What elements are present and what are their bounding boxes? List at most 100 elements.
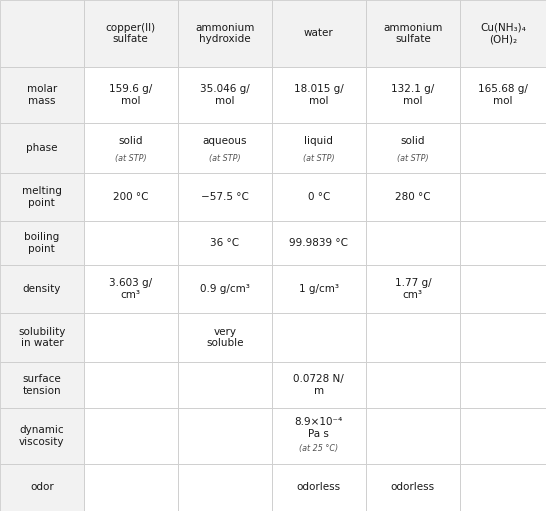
Bar <box>84 408 178 464</box>
Text: surface
tension: surface tension <box>22 374 61 396</box>
Text: (at 25 °C): (at 25 °C) <box>299 444 339 453</box>
Text: 8.9×10⁻⁴
Pa s: 8.9×10⁻⁴ Pa s <box>295 417 343 439</box>
Bar <box>0 464 84 511</box>
Text: 165.68 g/
mol: 165.68 g/ mol <box>478 84 528 106</box>
Bar <box>460 0 546 67</box>
Bar <box>366 265 460 313</box>
Text: odorless: odorless <box>296 482 341 493</box>
Text: 18.015 g/
mol: 18.015 g/ mol <box>294 84 343 106</box>
Text: molar
mass: molar mass <box>27 84 57 106</box>
Text: 1.77 g/
cm³: 1.77 g/ cm³ <box>395 278 431 300</box>
Bar <box>366 0 460 67</box>
Text: (at STP): (at STP) <box>303 154 335 163</box>
Bar <box>272 464 366 511</box>
Text: aqueous: aqueous <box>203 135 247 146</box>
Bar <box>0 408 84 464</box>
Text: water: water <box>304 29 334 38</box>
Bar <box>366 408 460 464</box>
Bar <box>366 67 460 123</box>
Bar <box>178 464 272 511</box>
Bar <box>0 265 84 313</box>
Text: copper(II)
sulfate: copper(II) sulfate <box>106 22 156 44</box>
Bar <box>0 362 84 408</box>
Bar <box>178 408 272 464</box>
Bar <box>84 362 178 408</box>
Text: phase: phase <box>26 143 58 153</box>
Text: 1 g/cm³: 1 g/cm³ <box>299 284 339 294</box>
Text: 0.9 g/cm³: 0.9 g/cm³ <box>200 284 250 294</box>
Bar <box>272 362 366 408</box>
Bar <box>366 313 460 362</box>
Bar <box>178 67 272 123</box>
Text: dynamic
viscosity: dynamic viscosity <box>19 425 64 447</box>
Text: 35.046 g/
mol: 35.046 g/ mol <box>200 84 250 106</box>
Bar <box>366 173 460 221</box>
Text: boiling
point: boiling point <box>24 232 60 254</box>
Bar <box>0 221 84 265</box>
Bar <box>272 265 366 313</box>
Bar <box>84 0 178 67</box>
Bar <box>178 173 272 221</box>
Bar <box>460 313 546 362</box>
Bar <box>366 221 460 265</box>
Bar <box>460 123 546 173</box>
Bar <box>178 313 272 362</box>
Text: solid: solid <box>401 135 425 146</box>
Bar <box>460 265 546 313</box>
Text: odorless: odorless <box>391 482 435 493</box>
Bar <box>0 173 84 221</box>
Bar <box>460 362 546 408</box>
Bar <box>272 221 366 265</box>
Bar <box>178 221 272 265</box>
Bar <box>460 173 546 221</box>
Bar <box>460 221 546 265</box>
Bar <box>178 123 272 173</box>
Text: density: density <box>23 284 61 294</box>
Bar <box>84 313 178 362</box>
Text: liquid: liquid <box>304 135 333 146</box>
Bar <box>366 464 460 511</box>
Text: 36 °C: 36 °C <box>210 238 239 248</box>
Bar <box>272 67 366 123</box>
Text: 3.603 g/
cm³: 3.603 g/ cm³ <box>109 278 152 300</box>
Bar <box>460 67 546 123</box>
Bar <box>0 67 84 123</box>
Text: 200 °C: 200 °C <box>113 192 149 202</box>
Text: very
soluble: very soluble <box>206 327 244 349</box>
Text: (at STP): (at STP) <box>209 154 241 163</box>
Bar <box>178 0 272 67</box>
Text: 280 °C: 280 °C <box>395 192 431 202</box>
Text: 0 °C: 0 °C <box>307 192 330 202</box>
Text: (at STP): (at STP) <box>397 154 429 163</box>
Bar <box>0 0 84 67</box>
Bar <box>366 123 460 173</box>
Bar <box>0 313 84 362</box>
Text: solubility
in water: solubility in water <box>18 327 66 349</box>
Bar <box>84 464 178 511</box>
Bar <box>178 265 272 313</box>
Bar <box>272 173 366 221</box>
Bar <box>272 408 366 464</box>
Bar <box>460 464 546 511</box>
Text: Cu(NH₃)₄
(OH)₂: Cu(NH₃)₄ (OH)₂ <box>480 22 526 44</box>
Bar <box>84 265 178 313</box>
Bar <box>178 362 272 408</box>
Bar <box>0 123 84 173</box>
Bar <box>272 313 366 362</box>
Bar <box>272 123 366 173</box>
Text: solid: solid <box>118 135 143 146</box>
Bar <box>84 123 178 173</box>
Text: odor: odor <box>30 482 54 493</box>
Bar <box>84 221 178 265</box>
Text: ammonium
sulfate: ammonium sulfate <box>383 22 442 44</box>
Text: (at STP): (at STP) <box>115 154 146 163</box>
Text: 132.1 g/
mol: 132.1 g/ mol <box>391 84 435 106</box>
Text: ammonium
hydroxide: ammonium hydroxide <box>195 22 254 44</box>
Text: 99.9839 °C: 99.9839 °C <box>289 238 348 248</box>
Bar <box>460 408 546 464</box>
Bar <box>84 173 178 221</box>
Bar <box>84 67 178 123</box>
Bar <box>272 0 366 67</box>
Text: 0.0728 N/
m: 0.0728 N/ m <box>293 374 344 396</box>
Text: melting
point: melting point <box>22 186 62 207</box>
